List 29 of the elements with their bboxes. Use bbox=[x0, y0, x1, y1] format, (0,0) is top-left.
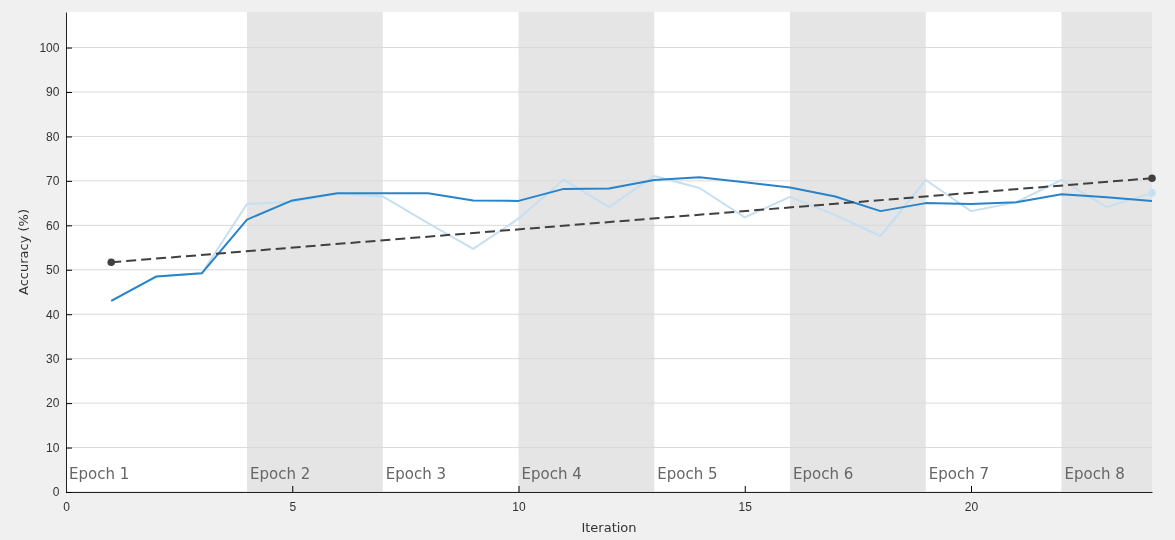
x-tick-label: 20 bbox=[964, 499, 979, 514]
y-tick-label: 20 bbox=[46, 396, 60, 411]
annotation: Epoch 3 bbox=[385, 465, 446, 483]
point bbox=[1148, 174, 1156, 182]
x-tick-label: 10 bbox=[512, 499, 526, 514]
point bbox=[1148, 189, 1156, 197]
y-tick-label: 100 bbox=[39, 40, 60, 55]
y-tick-label: 0 bbox=[52, 485, 60, 500]
y-tick-label: 90 bbox=[46, 85, 60, 100]
band-label: Epoch 4 bbox=[521, 465, 582, 483]
y-tick-label: 80 bbox=[46, 129, 60, 144]
x-tick-label: 5 bbox=[289, 499, 297, 514]
x-axis-title: Iteration bbox=[581, 520, 637, 535]
y-tick-label: 50 bbox=[46, 263, 60, 278]
y-tick-label: 70 bbox=[46, 174, 60, 189]
band-label: Epoch 6 bbox=[793, 465, 854, 483]
y-tick-label: 10 bbox=[46, 440, 60, 455]
x-tick-label: 15 bbox=[738, 499, 753, 514]
y-tick-label: 60 bbox=[46, 218, 60, 233]
y-tick-label: 30 bbox=[46, 352, 60, 367]
band-label: Epoch 2 bbox=[250, 465, 311, 483]
point bbox=[107, 258, 116, 266]
band-label: Epoch 8 bbox=[1064, 465, 1125, 483]
y-tick-label: 40 bbox=[46, 307, 60, 322]
y-axis-title: Accuracy (%) bbox=[16, 209, 31, 295]
annotation: Epoch 1 bbox=[69, 465, 130, 483]
x-tick-label: 0 bbox=[63, 499, 71, 514]
annotation: Epoch 7 bbox=[928, 465, 989, 483]
annotation: Epoch 5 bbox=[657, 465, 718, 483]
